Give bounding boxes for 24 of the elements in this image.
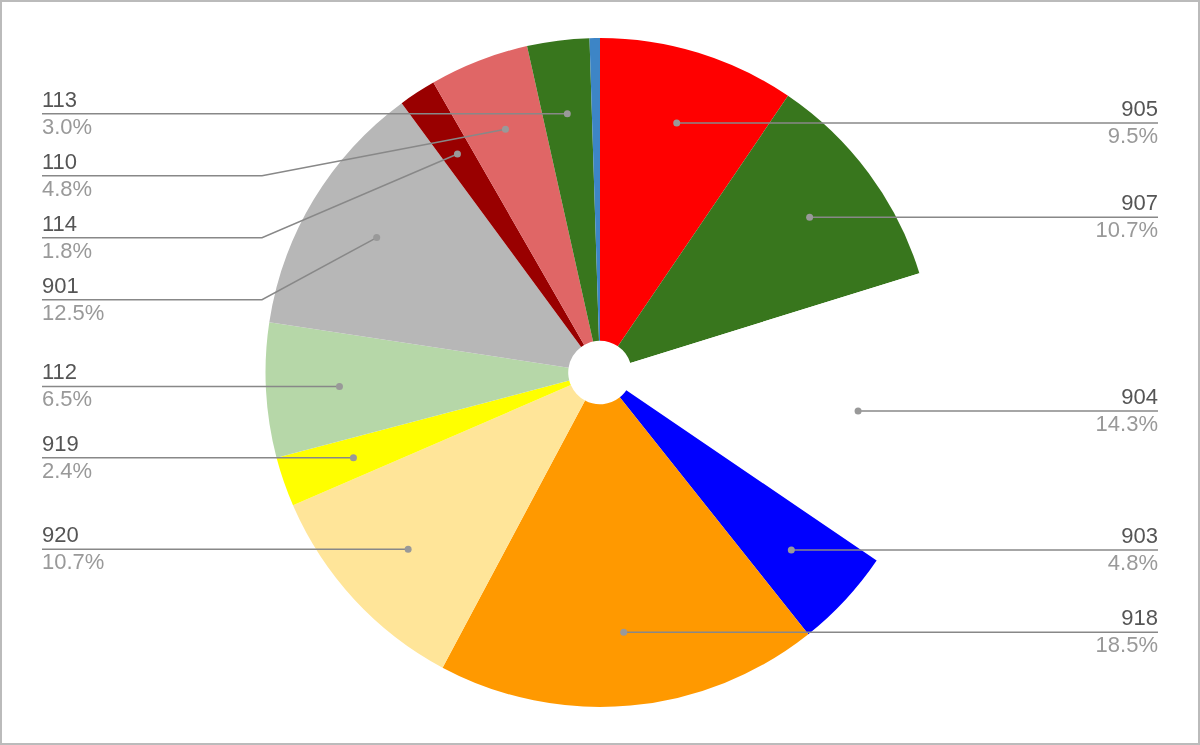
data-label: 4.8%	[42, 175, 93, 201]
data-label: 6.5%	[42, 386, 93, 412]
slice-label: 920	[42, 522, 79, 548]
data-label: 10.7%	[42, 549, 105, 575]
data-label: 2.4%	[42, 457, 93, 483]
slice-label: 905	[1121, 96, 1158, 122]
slice-label: 903	[1121, 522, 1158, 548]
data-label: 3.0%	[42, 113, 93, 139]
slice-label: 110	[42, 148, 78, 174]
data-label: 9.5%	[1107, 123, 1158, 149]
slice-label: 907	[1121, 190, 1158, 216]
data-label: 14.3%	[1095, 410, 1158, 436]
slice-label: 112	[42, 359, 78, 385]
slice-label: 901	[42, 272, 79, 298]
data-label: 10.7%	[1095, 217, 1158, 243]
data-label: 12.5%	[42, 299, 105, 325]
slice-label: 113	[42, 86, 78, 112]
slice-label: 114	[42, 210, 78, 236]
data-label: 18.5%	[1095, 632, 1158, 658]
data-label: 1.8%	[42, 237, 93, 263]
slice-label: 904	[1121, 383, 1158, 409]
slice-label: 919	[42, 430, 79, 456]
data-label: 4.8%	[1107, 549, 1158, 575]
slice-label: 918	[1121, 605, 1158, 631]
